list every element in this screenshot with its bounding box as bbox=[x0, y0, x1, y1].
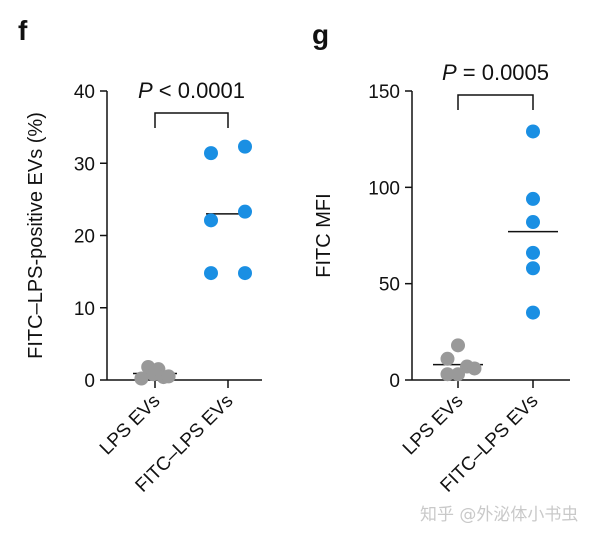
panel-g-data-point-lps bbox=[467, 361, 482, 376]
panel-f-significance-bracket bbox=[154, 112, 229, 128]
panel-f-data-point-fitc-lps bbox=[238, 266, 252, 281]
panel-f-y-tick-label: 30 bbox=[74, 154, 95, 175]
panel-g-data-point-fitc-lps bbox=[526, 191, 540, 206]
panel-f-x-category-label: LPS EVs bbox=[96, 391, 165, 460]
panel-f-y-tick-label: 0 bbox=[84, 371, 95, 392]
panel-f-data-point-lps bbox=[134, 371, 149, 386]
panel-g-y-tick-label: 0 bbox=[389, 371, 400, 392]
panel-g-data-point-lps bbox=[440, 367, 455, 382]
panel-f-p-value: P < 0.0001 bbox=[138, 78, 245, 103]
panel-f-data-point-lps bbox=[161, 369, 176, 384]
panel-g-letter: g bbox=[312, 19, 329, 50]
panel-g-data-point-fitc-lps bbox=[526, 305, 540, 320]
panel-f-y-axis-title: FITC–LPS-positive EVs (%) bbox=[25, 112, 47, 359]
panel-g-y-tick-label: 100 bbox=[368, 178, 400, 199]
panel-g-data-point-fitc-lps bbox=[526, 124, 540, 139]
panel-g-y-tick-label: 50 bbox=[379, 275, 400, 296]
panel-g-x-category-label: LPS EVs bbox=[399, 391, 468, 460]
panel-g-data-point-lps bbox=[440, 351, 455, 366]
panel-g-p-value: P = 0.0005 bbox=[442, 60, 549, 85]
panel-f-y-tick-label: 20 bbox=[74, 227, 95, 248]
panel-f-data-point-fitc-lps bbox=[204, 266, 218, 281]
panel-g-data-point-lps bbox=[451, 367, 465, 382]
panel-g-data-point-fitc-lps bbox=[526, 245, 540, 260]
panel-g-data-point-lps bbox=[451, 338, 465, 353]
panel-g-y-axis-title: FITC MFI bbox=[313, 193, 335, 277]
panel-f-data-point-fitc-lps bbox=[238, 204, 252, 219]
panel-g-y-tick-label: 150 bbox=[368, 82, 400, 103]
panel-f-y-tick-label: 10 bbox=[74, 299, 95, 320]
panel-g-data-point-fitc-lps bbox=[526, 215, 540, 230]
panel-f-data-point-fitc-lps bbox=[204, 213, 218, 228]
watermark-text: 知乎 @外泌体小书虫 bbox=[420, 505, 579, 525]
panel-f-data-point-fitc-lps bbox=[238, 139, 252, 154]
panel-g-data-point-fitc-lps bbox=[526, 261, 540, 276]
panel-f-group: f 0 10 20 30 40 FITC–LPS-positive EVs (%) LPS E… bbox=[18, 15, 262, 497]
panel-f-y-tick-label: 40 bbox=[74, 82, 95, 103]
panel-f-data-point-fitc-lps bbox=[204, 146, 218, 161]
panel-f-letter: f bbox=[18, 15, 28, 46]
panel-g-significance-bracket bbox=[457, 94, 534, 110]
